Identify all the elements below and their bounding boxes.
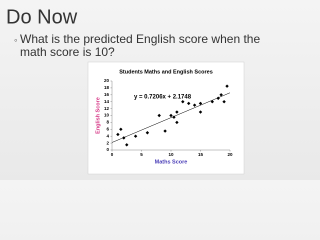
- point: [116, 132, 120, 137]
- y-tick-label: 10: [104, 113, 110, 118]
- point: [216, 96, 220, 100]
- page: Do Now ◦ What is the predicted English s…: [0, 0, 320, 180]
- trendline-equation: y = 0.7206x + 2.1748: [134, 95, 192, 101]
- point: [119, 127, 123, 131]
- chart-frame: [87, 61, 245, 175]
- point: [187, 101, 191, 106]
- point: [181, 100, 185, 104]
- point: [210, 100, 214, 104]
- point: [175, 120, 179, 125]
- bullet-text: What is the predicted English score when…: [20, 33, 261, 59]
- x-axis-label: Maths Score: [155, 159, 188, 165]
- x-tick-label: 10: [168, 152, 174, 157]
- y-tick-label: 0: [106, 147, 109, 152]
- point: [225, 84, 229, 88]
- point: [125, 143, 129, 147]
- chart-title: Students Maths and English Scores: [119, 69, 213, 75]
- y-tick-label: 12: [104, 106, 110, 111]
- x-tick-label: 0: [111, 152, 114, 157]
- y-tick-label: 20: [104, 78, 110, 83]
- point: [122, 136, 126, 140]
- point: [145, 131, 150, 135]
- y-tick-label: 14: [104, 99, 110, 104]
- point: [157, 113, 161, 118]
- y-tick-label: 4: [106, 133, 109, 138]
- trendline: [111, 92, 231, 143]
- x-tick-label: 20: [227, 152, 233, 157]
- point: [198, 110, 203, 114]
- y-tick-label: 16: [104, 92, 110, 97]
- bullet-mark: ◦: [14, 36, 18, 47]
- x-tick-label: 5: [140, 152, 143, 157]
- point: [172, 115, 176, 119]
- x-tick-label: 15: [198, 152, 204, 157]
- y-tick-label: 2: [106, 140, 109, 145]
- point: [169, 113, 173, 118]
- y-tick-label: 18: [104, 85, 110, 90]
- y-axis-label: English Score: [95, 97, 101, 134]
- bullet-box: What is the predicted English score when…: [20, 33, 261, 59]
- y-tick-label: 8: [106, 120, 109, 125]
- point: [222, 100, 226, 104]
- y-tick-label: 6: [106, 126, 109, 131]
- slide-title: Do Now: [6, 6, 78, 28]
- point: [198, 101, 203, 106]
- point: [219, 93, 223, 97]
- point: [175, 110, 179, 114]
- slide: Do Now ◦ What is the predicted English s…: [6, 6, 261, 175]
